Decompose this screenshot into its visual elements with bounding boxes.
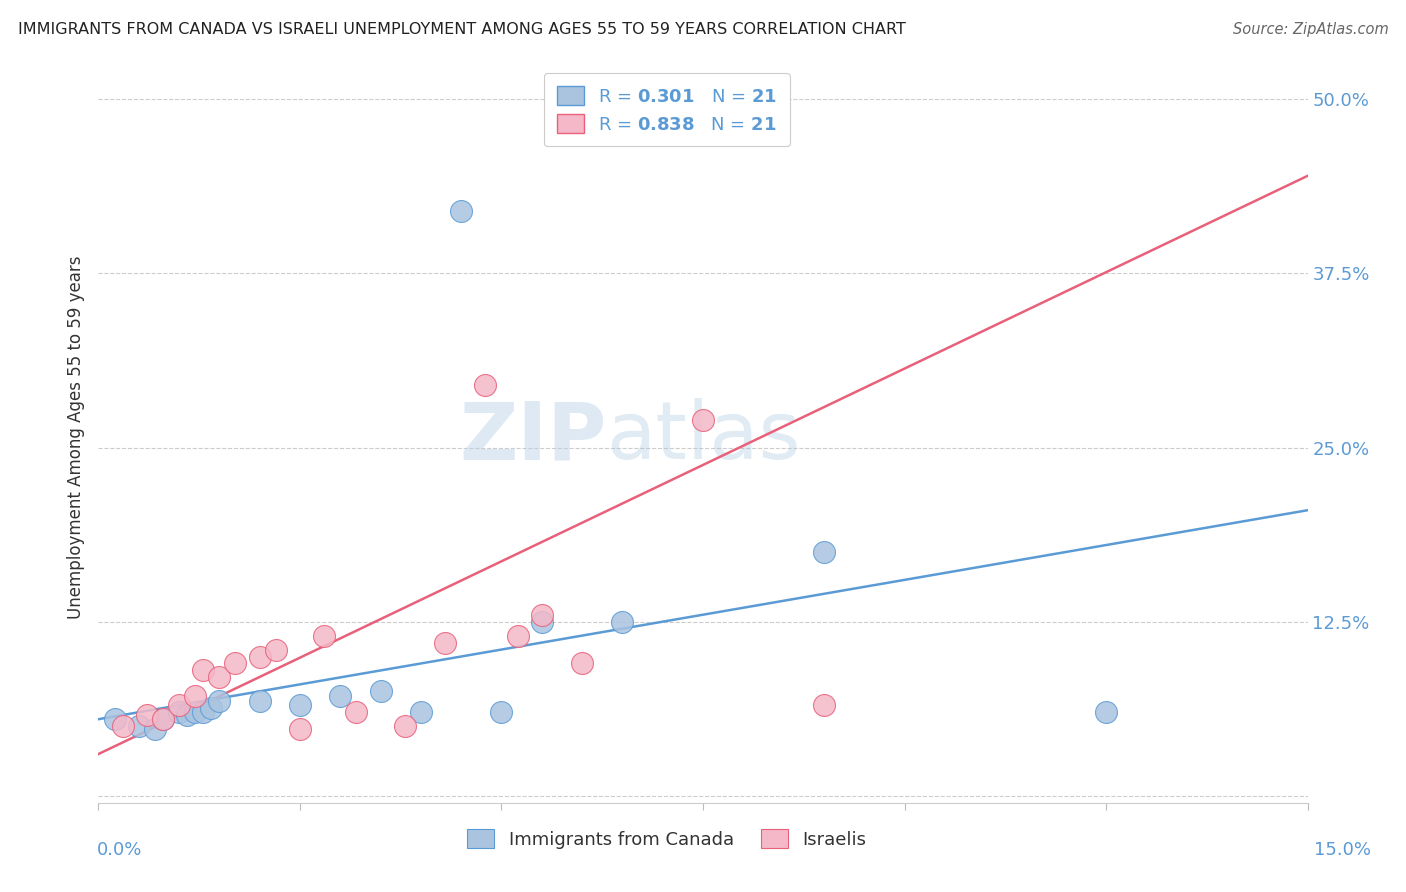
- Point: [249, 649, 271, 664]
- Text: 15.0%: 15.0%: [1315, 840, 1371, 858]
- Point: [344, 705, 367, 719]
- Point: [135, 708, 157, 723]
- Text: 0.0%: 0.0%: [97, 840, 142, 858]
- Point: [184, 705, 207, 719]
- Point: [143, 722, 166, 736]
- Point: [103, 712, 125, 726]
- Legend: Immigrants from Canada, Israelis: Immigrants from Canada, Israelis: [457, 819, 877, 860]
- Point: [152, 712, 174, 726]
- Point: [167, 705, 190, 719]
- Point: [370, 684, 392, 698]
- Point: [506, 629, 529, 643]
- Point: [571, 657, 593, 671]
- Point: [288, 698, 311, 713]
- Text: ZIP: ZIP: [458, 398, 606, 476]
- Text: Source: ZipAtlas.com: Source: ZipAtlas.com: [1233, 22, 1389, 37]
- Point: [474, 377, 496, 392]
- Point: [176, 708, 198, 723]
- Point: [152, 712, 174, 726]
- Point: [692, 412, 714, 426]
- Point: [314, 629, 336, 643]
- Point: [813, 698, 835, 713]
- Text: IMMIGRANTS FROM CANADA VS ISRAELI UNEMPLOYMENT AMONG AGES 55 TO 59 YEARS CORRELA: IMMIGRANTS FROM CANADA VS ISRAELI UNEMPL…: [18, 22, 905, 37]
- Point: [111, 719, 134, 733]
- Text: atlas: atlas: [606, 398, 800, 476]
- Point: [434, 635, 457, 649]
- Point: [394, 719, 416, 733]
- Point: [193, 664, 215, 678]
- Point: [167, 698, 190, 713]
- Point: [288, 722, 311, 736]
- Point: [128, 719, 150, 733]
- Point: [224, 657, 246, 671]
- Point: [329, 689, 352, 703]
- Point: [184, 689, 207, 703]
- Point: [450, 203, 472, 218]
- Point: [813, 545, 835, 559]
- Point: [491, 705, 513, 719]
- Point: [193, 705, 215, 719]
- Point: [208, 694, 231, 708]
- Point: [200, 701, 222, 715]
- Point: [249, 694, 271, 708]
- Point: [530, 607, 553, 622]
- Point: [612, 615, 634, 629]
- Point: [1095, 705, 1118, 719]
- Point: [409, 705, 432, 719]
- Point: [530, 615, 553, 629]
- Point: [264, 642, 287, 657]
- Point: [208, 670, 231, 684]
- Y-axis label: Unemployment Among Ages 55 to 59 years: Unemployment Among Ages 55 to 59 years: [66, 255, 84, 619]
